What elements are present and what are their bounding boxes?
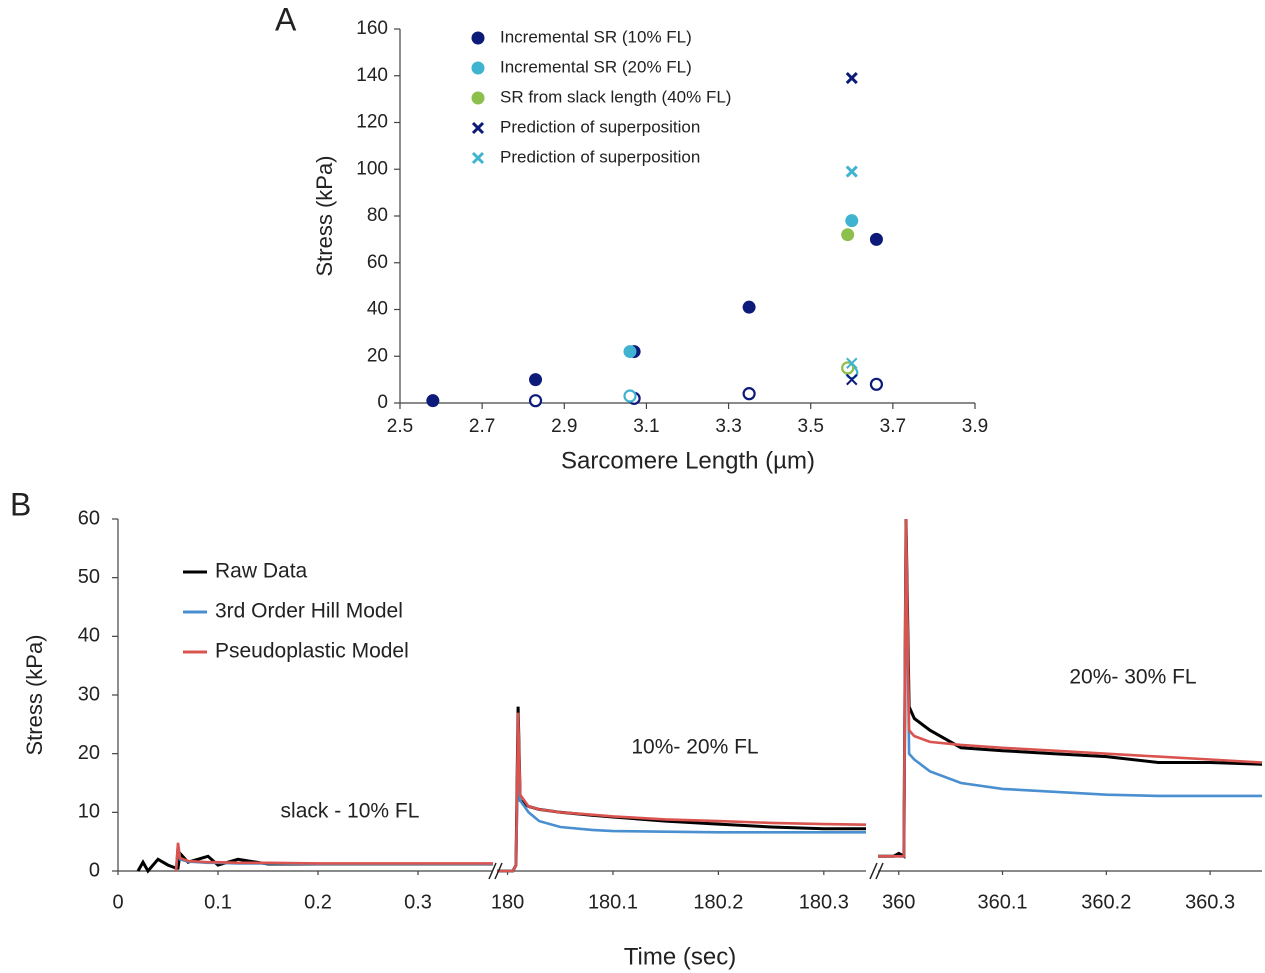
point <box>623 345 637 359</box>
y-tick-label: 10 <box>78 801 100 823</box>
axis-break <box>869 862 884 880</box>
y-tick-label: 50 <box>78 566 100 588</box>
legend-label: Pseudoplastic Model <box>215 640 409 663</box>
legend-label: SR from slack length (40% FL) <box>500 87 731 106</box>
x-tick-label: 180.1 <box>588 891 638 913</box>
x-tick-label: 360.2 <box>1081 891 1131 913</box>
x-axis-title: Sarcomere Length (µm) <box>561 447 815 474</box>
point <box>869 232 883 246</box>
y-tick-label: 40 <box>367 299 388 320</box>
x-tick-label: 180.2 <box>693 891 743 913</box>
panel-label: B <box>10 486 31 522</box>
open-point <box>528 394 543 408</box>
x-tick-label: 3.1 <box>633 416 659 437</box>
y-tick-label: 0 <box>89 859 100 881</box>
x-tick-label: 360 <box>882 891 915 913</box>
point <box>845 72 858 85</box>
point <box>845 165 858 178</box>
y-tick-label: 20 <box>367 345 388 366</box>
y-tick-label: 80 <box>367 205 388 226</box>
open-point <box>846 357 858 369</box>
legend-label: Prediction of superposition <box>500 117 700 136</box>
y-tick-label: 60 <box>367 252 388 273</box>
legend-label: Incremental SR (10% FL) <box>500 27 692 46</box>
x-tick-label: 0.3 <box>404 891 432 913</box>
x-tick-label: 3.5 <box>798 416 824 437</box>
y-tick-label: 160 <box>356 18 388 39</box>
y-tick-label: 60 <box>78 507 100 529</box>
legend-marker <box>471 31 485 45</box>
open-point <box>846 373 858 386</box>
x-tick-label: 0 <box>112 891 123 913</box>
x-tick-label: 3.3 <box>715 416 741 437</box>
y-axis-title: Stress (kPa) <box>312 155 337 276</box>
open-point <box>869 377 884 391</box>
open-point <box>623 389 637 403</box>
y-tick-label: 140 <box>356 65 388 86</box>
legend-label: Incremental SR (20% FL) <box>500 57 692 76</box>
legend-label: Raw Data <box>215 560 308 583</box>
y-tick-label: 100 <box>356 158 388 179</box>
y-tick-label: 40 <box>78 625 100 647</box>
series-line <box>174 844 493 872</box>
x-tick-label: 0.1 <box>204 891 232 913</box>
x-tick-label: 2.5 <box>387 416 413 437</box>
series-line <box>174 842 493 872</box>
series-line <box>878 518 1263 859</box>
y-axis-title: Stress (kPa) <box>22 634 47 755</box>
point <box>742 300 756 314</box>
y-tick-label: 20 <box>78 742 100 764</box>
legend-label: Prediction of superposition <box>500 147 700 166</box>
legend-label: 3rd Order Hill Model <box>215 600 403 623</box>
x-tick-label: 3.9 <box>962 416 988 437</box>
annotation: 20%- 30% FL <box>1069 666 1196 689</box>
legend-marker <box>471 121 485 135</box>
point <box>529 373 543 387</box>
series-line <box>878 524 1262 858</box>
series-line <box>497 712 867 873</box>
legend-marker <box>471 61 485 75</box>
y-tick-label: 0 <box>377 392 388 413</box>
axis-break <box>488 862 503 880</box>
x-tick-label: 180.3 <box>799 891 849 913</box>
x-tick-label: 2.7 <box>469 416 495 437</box>
x-tick-label: 180 <box>491 891 524 913</box>
point <box>841 228 855 242</box>
x-tick-label: 3.7 <box>880 416 906 437</box>
legend-marker <box>471 91 485 105</box>
x-tick-label: 360.3 <box>1185 891 1235 913</box>
open-point <box>742 387 756 401</box>
x-tick-label: 360.1 <box>978 891 1028 913</box>
annotation: 10%- 20% FL <box>631 736 758 759</box>
series-line <box>878 518 1263 858</box>
x-tick-label: 2.9 <box>551 416 577 437</box>
point <box>845 214 859 228</box>
x-axis-title: Time (sec) <box>624 943 736 970</box>
y-tick-label: 30 <box>78 683 100 705</box>
panel-label: A <box>275 1 297 37</box>
y-tick-label: 120 <box>356 112 388 133</box>
annotation: slack - 10% FL <box>281 800 420 823</box>
series-line <box>497 706 866 873</box>
point <box>426 394 440 408</box>
legend-marker <box>471 151 485 165</box>
x-tick-label: 0.2 <box>304 891 332 913</box>
